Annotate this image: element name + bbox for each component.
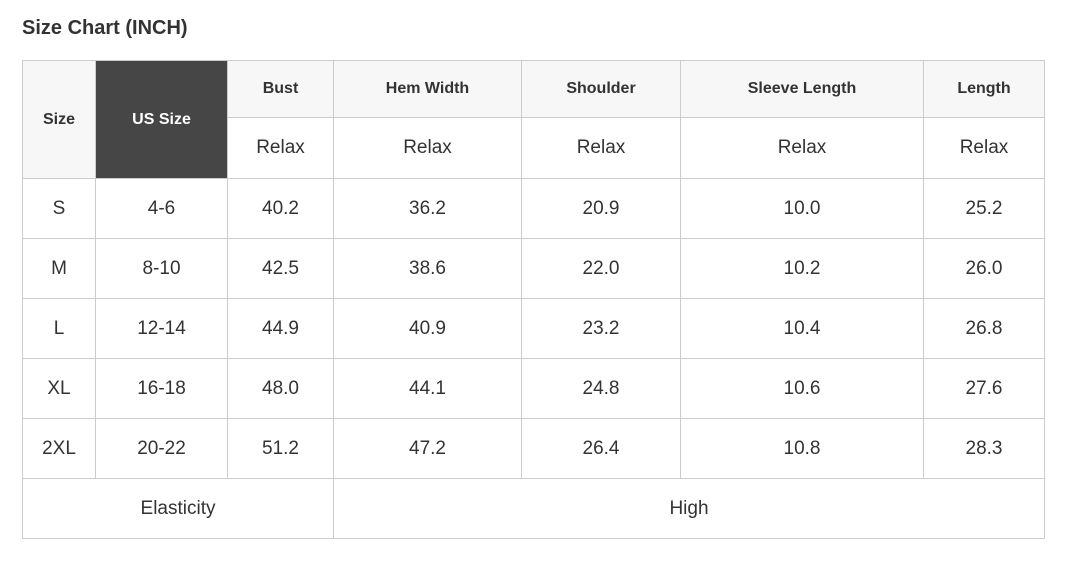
hem-width-cell: 47.2 [333, 418, 522, 479]
sleeve-length-cell: 10.4 [680, 298, 924, 359]
us-size-cell: 12-14 [95, 298, 228, 359]
us-size-cell: 8-10 [95, 238, 228, 299]
col-header-us-size: US Size [95, 60, 228, 179]
shoulder-cell: 23.2 [521, 298, 681, 359]
us-size-cell: 4-6 [95, 178, 228, 239]
table-row: M 8-10 42.5 38.6 22.0 10.2 26.0 [22, 238, 1045, 299]
col-header-shoulder: Shoulder [521, 60, 681, 118]
size-cell: XL [22, 358, 96, 419]
bust-cell: 40.2 [227, 178, 334, 239]
fit-cell-length: Relax [923, 117, 1045, 179]
hem-width-cell: 44.1 [333, 358, 522, 419]
size-cell: 2XL [22, 418, 96, 479]
table-row: 2XL 20-22 51.2 47.2 26.4 10.8 28.3 [22, 418, 1045, 479]
table-row: L 12-14 44.9 40.9 23.2 10.4 26.8 [22, 298, 1045, 359]
us-size-cell: 16-18 [95, 358, 228, 419]
hem-width-cell: 36.2 [333, 178, 522, 239]
size-chart-table: Size US Size Bust Hem Width Shoulder Sle… [22, 60, 1045, 539]
shoulder-cell: 22.0 [521, 238, 681, 299]
fit-cell-bust: Relax [227, 117, 334, 179]
shoulder-cell: 20.9 [521, 178, 681, 239]
shoulder-cell: 24.8 [521, 358, 681, 419]
length-cell: 27.6 [923, 358, 1045, 419]
hem-width-cell: 38.6 [333, 238, 522, 299]
fit-cell-shoulder: Relax [521, 117, 681, 179]
elasticity-label-cell: Elasticity [22, 478, 334, 539]
bust-cell: 48.0 [227, 358, 334, 419]
sleeve-length-cell: 10.0 [680, 178, 924, 239]
col-header-sleeve-length: Sleeve Length [680, 60, 924, 118]
size-cell: M [22, 238, 96, 299]
sleeve-length-cell: 10.8 [680, 418, 924, 479]
size-cell: S [22, 178, 96, 239]
table-row: S 4-6 40.2 36.2 20.9 10.0 25.2 [22, 178, 1045, 239]
elasticity-value-cell: High [333, 478, 1045, 539]
fit-cell-sleeve-length: Relax [680, 117, 924, 179]
sleeve-length-cell: 10.2 [680, 238, 924, 299]
hem-width-cell: 40.9 [333, 298, 522, 359]
page-title: Size Chart (INCH) [22, 17, 188, 39]
sleeve-length-cell: 10.6 [680, 358, 924, 419]
bust-cell: 51.2 [227, 418, 334, 479]
bust-cell: 44.9 [227, 298, 334, 359]
header-row: Size US Size Bust Hem Width Shoulder Sle… [22, 60, 1045, 179]
length-cell: 26.0 [923, 238, 1045, 299]
length-cell: 26.8 [923, 298, 1045, 359]
us-size-cell: 20-22 [95, 418, 228, 479]
col-header-bust: Bust [227, 60, 334, 118]
length-cell: 28.3 [923, 418, 1045, 479]
length-cell: 25.2 [923, 178, 1045, 239]
col-header-length: Length [923, 60, 1045, 118]
shoulder-cell: 26.4 [521, 418, 681, 479]
col-header-size: Size [22, 60, 96, 179]
fit-cell-hem-width: Relax [333, 117, 522, 179]
col-header-hem-width: Hem Width [333, 60, 522, 118]
fit-row: Relax Relax Relax Relax Relax [23, 117, 1045, 179]
bust-cell: 42.5 [227, 238, 334, 299]
table-row: XL 16-18 48.0 44.1 24.8 10.6 27.6 [22, 358, 1045, 419]
elasticity-row: Elasticity High [22, 478, 1045, 539]
size-cell: L [22, 298, 96, 359]
